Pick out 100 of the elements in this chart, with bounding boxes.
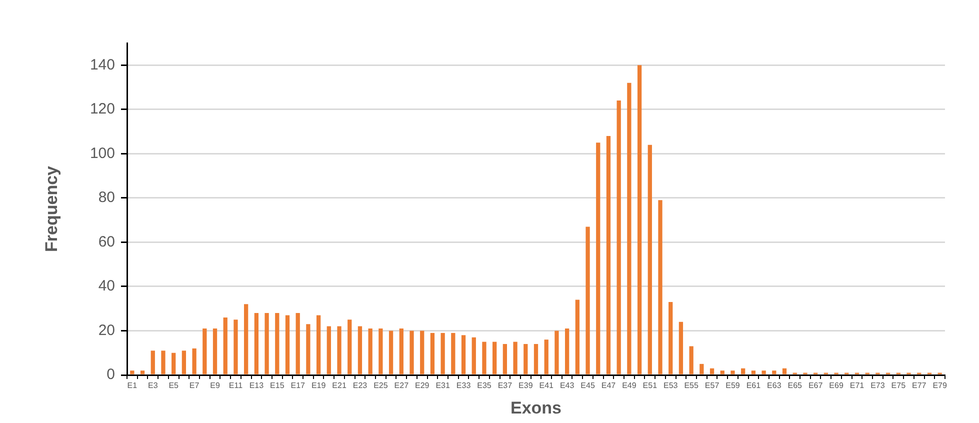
bar bbox=[140, 370, 145, 374]
bar bbox=[430, 332, 435, 374]
bar bbox=[782, 368, 787, 374]
bar bbox=[388, 330, 394, 374]
x-tick-label: E67 bbox=[808, 381, 824, 390]
bar bbox=[678, 322, 684, 374]
x-tick-label: E31 bbox=[436, 381, 450, 390]
bar bbox=[440, 332, 445, 374]
bar bbox=[596, 142, 600, 374]
x-tick-label: E1 bbox=[127, 381, 138, 390]
bar bbox=[368, 328, 372, 374]
bar bbox=[337, 326, 342, 374]
x-tick-label: E15 bbox=[270, 381, 285, 390]
x-tick-label: E47 bbox=[601, 381, 616, 390]
bar bbox=[234, 320, 238, 374]
bar bbox=[502, 344, 508, 374]
bar bbox=[648, 144, 652, 374]
bar bbox=[730, 370, 735, 374]
x-tick-label: E41 bbox=[539, 381, 554, 390]
bar bbox=[130, 370, 134, 374]
bar bbox=[244, 304, 248, 374]
x-tick-label: E59 bbox=[726, 381, 740, 390]
x-tick-label: E49 bbox=[622, 381, 637, 390]
bar bbox=[616, 100, 621, 374]
bar bbox=[358, 326, 362, 374]
x-tick-label: E69 bbox=[829, 381, 844, 390]
y-tick-label: 140 bbox=[90, 56, 115, 74]
bar bbox=[285, 315, 290, 374]
bar bbox=[451, 332, 456, 374]
bar bbox=[472, 337, 476, 374]
bar bbox=[534, 344, 538, 374]
bar bbox=[348, 320, 352, 374]
x-tick-label: E77 bbox=[912, 381, 927, 390]
bar bbox=[513, 342, 518, 374]
bar bbox=[316, 315, 321, 374]
bar bbox=[575, 300, 580, 374]
x-tick-label: E71 bbox=[850, 381, 865, 390]
x-tick-label: E21 bbox=[332, 381, 347, 390]
x-tick-label: E33 bbox=[456, 381, 472, 390]
x-tick-label: E63 bbox=[767, 381, 782, 390]
bar bbox=[275, 313, 280, 374]
bar bbox=[150, 350, 155, 374]
bar bbox=[223, 317, 228, 374]
bar bbox=[586, 226, 590, 374]
bar bbox=[410, 330, 414, 374]
y-tick-label: 20 bbox=[98, 322, 115, 339]
y-tick-label: 60 bbox=[98, 233, 115, 250]
bar bbox=[378, 328, 383, 374]
y-tick-label: 120 bbox=[90, 100, 115, 118]
x-tick-label: E7 bbox=[189, 381, 200, 390]
bar bbox=[254, 313, 258, 374]
x-tick-label: E73 bbox=[870, 381, 886, 390]
bar bbox=[689, 346, 694, 374]
x-tick-label: E51 bbox=[642, 381, 658, 390]
bar bbox=[192, 348, 196, 374]
bar bbox=[751, 370, 756, 374]
bar bbox=[161, 350, 166, 374]
bar bbox=[212, 328, 218, 374]
y-tick-label: 0 bbox=[106, 366, 115, 384]
bar bbox=[627, 82, 632, 374]
bar bbox=[202, 328, 207, 374]
y-tick-label: 40 bbox=[98, 278, 115, 295]
bar bbox=[399, 328, 404, 374]
bar bbox=[182, 350, 186, 374]
x-tick-label: E3 bbox=[148, 381, 158, 390]
bar bbox=[306, 324, 310, 374]
bar bbox=[326, 326, 331, 374]
bar bbox=[554, 330, 559, 374]
bar bbox=[482, 342, 486, 374]
x-tick-label: E29 bbox=[414, 381, 430, 390]
bar bbox=[264, 313, 269, 374]
bar bbox=[658, 200, 662, 374]
bar bbox=[772, 370, 776, 374]
bar bbox=[461, 335, 466, 374]
x-tick-label: E45 bbox=[580, 381, 596, 390]
x-tick-label: E39 bbox=[518, 381, 534, 390]
x-tick-label: E35 bbox=[477, 381, 492, 390]
x-tick-label: E11 bbox=[228, 381, 244, 390]
bar bbox=[296, 313, 300, 374]
x-tick-label: E61 bbox=[746, 381, 762, 390]
x-tick-label: E5 bbox=[168, 381, 180, 390]
bar bbox=[710, 368, 714, 374]
bar bbox=[524, 344, 528, 374]
x-tick-label: E27 bbox=[394, 381, 410, 390]
x-tick-label: E17 bbox=[290, 381, 306, 390]
bar bbox=[564, 328, 570, 374]
y-tick-label: 80 bbox=[98, 189, 115, 206]
bar bbox=[544, 340, 548, 374]
x-tick-label: E53 bbox=[663, 381, 678, 390]
x-tick-label: E19 bbox=[311, 381, 326, 390]
bar bbox=[637, 65, 642, 374]
bar bbox=[172, 352, 176, 374]
y-axis-title: Frequency bbox=[42, 165, 61, 252]
bar bbox=[762, 370, 766, 374]
bar bbox=[720, 370, 724, 374]
x-axis-title: Exons bbox=[510, 398, 562, 418]
x-tick-label: E25 bbox=[374, 381, 388, 390]
bar bbox=[420, 330, 424, 374]
x-tick-label: E9 bbox=[210, 381, 220, 390]
bar bbox=[492, 342, 497, 374]
